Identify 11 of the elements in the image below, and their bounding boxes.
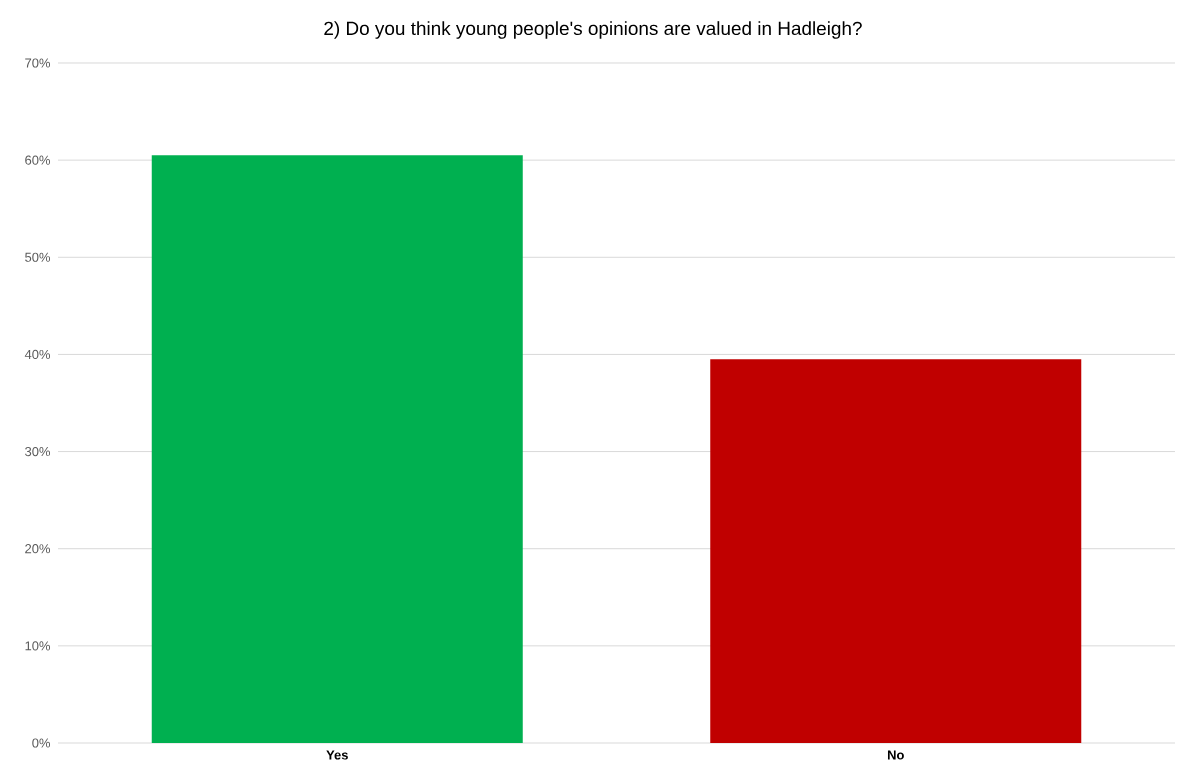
y-tick-label: 30% xyxy=(25,446,51,457)
y-tick-label: 70% xyxy=(25,58,51,68)
x-tick-label: Yes xyxy=(326,750,348,760)
x-tick-label: No xyxy=(887,750,904,760)
y-tick-label: 40% xyxy=(24,349,51,360)
y-tick-label: 0% xyxy=(32,738,51,748)
y-tick-label: 20% xyxy=(25,544,51,554)
y-tick-label: 10% xyxy=(25,641,51,651)
chart-title: 2) Do you think young people's opinions are valued in Hadleigh? xyxy=(324,21,862,39)
y-tick-label: 50% xyxy=(25,252,51,262)
y-tick-label: 60% xyxy=(25,155,51,165)
